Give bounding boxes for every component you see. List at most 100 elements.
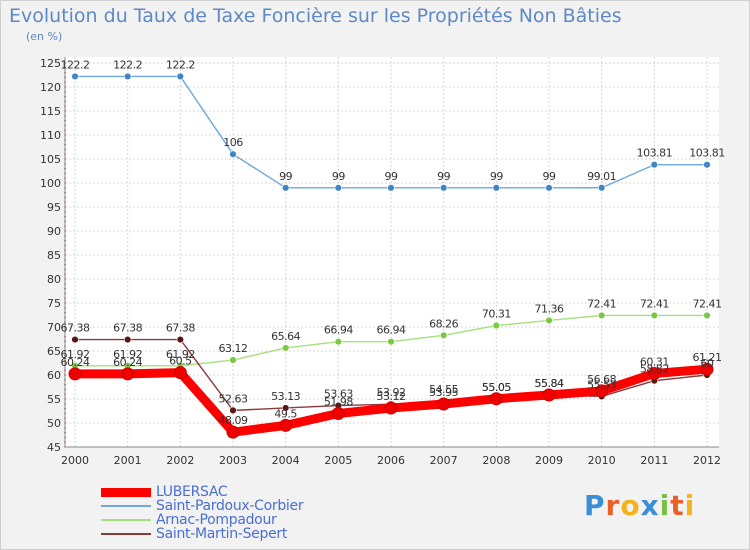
data-label-lubersac: 56.68 [587,373,616,386]
data-point-lubersac [331,406,345,420]
data-label-saint-pardoux-corbier: 99 [385,170,398,183]
data-label-saint-martin-sepert: 67.38 [61,322,90,335]
x-tick-label: 2004 [272,454,300,467]
data-label-lubersac: 48.09 [219,414,248,427]
chart-title: Evolution du Taux de Taxe Foncière sur l… [9,5,622,27]
data-point-arnac-pompadour [281,344,290,352]
data-label-saint-pardoux-corbier: 106 [223,136,243,149]
data-label-saint-pardoux-corbier: 122.2 [166,58,195,71]
data-point-lubersac [542,388,556,402]
data-label-saint-martin-sepert: 55.84 [535,377,564,390]
y-tick-label: 45 [47,441,61,454]
y-tick-label: 110 [40,129,61,142]
data-label-lubersac: 61.21 [693,351,722,364]
x-tick-label: 2007 [430,454,458,467]
data-point-saint-martin-sepert [176,335,185,344]
x-tick-label: 2001 [114,454,142,467]
data-label-saint-martin-sepert: 53.63 [324,388,353,401]
data-label-lubersac: 49.5 [274,407,297,420]
data-point-saint-pardoux-corbier [545,184,553,192]
data-label-saint-pardoux-corbier: 99 [490,170,503,183]
x-tick-label: 2005 [324,454,352,467]
data-label-arnac-pompadour: 61.92 [113,348,142,361]
data-label-arnac-pompadour: 66.94 [324,324,353,337]
data-point-lubersac [68,367,82,381]
logo-letter: o [620,489,641,522]
data-label-saint-pardoux-corbier: 122.2 [61,58,90,71]
data-point-lubersac [647,367,661,381]
data-label-saint-pardoux-corbier: 99 [437,170,450,183]
x-tick-label: 2009 [535,454,563,467]
data-point-arnac-pompadour [334,337,343,346]
x-tick-label: 2002 [166,454,194,467]
data-point-arnac-pompadour [439,331,448,340]
data-label-saint-pardoux-corbier: 99 [543,170,556,183]
y-tick-label: 120 [40,81,61,94]
y-tick-label: 65 [47,345,61,358]
logo-letter: x [640,489,660,522]
legend-swatch [101,519,151,521]
data-label-saint-martin-sepert: 60 [701,357,714,370]
data-label-arnac-pompadour: 68.26 [429,317,458,330]
legend-swatch [101,533,151,535]
data-label-saint-martin-sepert: 55.05 [482,381,511,394]
data-label-saint-pardoux-corbier: 99 [332,170,345,183]
plot-area [65,57,719,447]
data-label-arnac-pompadour: 72.41 [693,297,722,310]
chart-subtitle: (en %) [26,30,63,43]
logo-letter: P [584,489,606,522]
logo-letter: i [684,489,696,522]
y-tick-label: 80 [47,273,61,286]
y-tick-label: 115 [40,105,61,118]
data-label-saint-pardoux-corbier: 103.81 [689,147,725,160]
data-point-lubersac [226,425,240,439]
data-label-saint-pardoux-corbier: 122.2 [113,58,142,71]
x-tick-label: 2003 [219,454,247,467]
data-label-saint-martin-sepert: 67.38 [113,322,142,335]
data-point-lubersac [121,367,135,381]
data-point-arnac-pompadour [229,356,237,364]
x-tick-label: 2010 [588,454,616,467]
data-point-lubersac [384,401,398,415]
data-point-saint-pardoux-corbier [387,184,395,192]
data-point-saint-pardoux-corbier [334,184,343,192]
data-point-saint-pardoux-corbier [176,72,185,81]
data-label-lubersac: 55.84 [535,377,564,390]
data-point-saint-pardoux-corbier [650,161,659,169]
y-tick-label: 60 [47,369,61,382]
y-tick-label: 125 [40,57,61,70]
data-label-lubersac: 60.24 [113,356,142,369]
x-tick-label: 2011 [640,454,668,467]
data-point-lubersac [279,418,293,432]
data-label-saint-pardoux-corbier: 99.01 [587,170,616,183]
logo-letter: r [605,489,621,522]
data-label-lubersac: 55.05 [482,381,511,394]
data-label-saint-pardoux-corbier: 99 [279,170,292,183]
data-point-saint-martin-sepert [229,406,237,415]
data-point-arnac-pompadour [545,316,553,325]
data-label-arnac-pompadour: 70.31 [482,308,511,321]
legend-label: Arnac-Pompadour [156,512,277,528]
data-point-saint-pardoux-corbier [229,150,237,158]
data-point-saint-martin-sepert [71,335,79,344]
data-point-lubersac [595,384,609,398]
data-point-lubersac [173,366,187,380]
data-point-arnac-pompadour [650,311,659,320]
logo-letter: t [670,489,685,522]
data-label-arnac-pompadour: 61.92 [166,348,195,361]
data-point-saint-pardoux-corbier [123,72,132,81]
y-tick-label: 70 [47,321,61,334]
data-label-lubersac: 53.95 [429,386,458,399]
y-tick-label: 55 [47,393,61,406]
data-label-arnac-pompadour: 72.41 [640,297,669,310]
data-label-arnac-pompadour: 66.94 [377,324,406,337]
legend-swatch [101,505,151,507]
data-label-arnac-pompadour: 61.92 [61,348,90,361]
data-label-lubersac: 60.5 [169,355,192,368]
data-point-saint-martin-sepert [281,404,290,412]
data-point-arnac-pompadour [597,311,606,320]
data-point-lubersac [700,362,714,376]
data-point-lubersac [437,397,451,411]
